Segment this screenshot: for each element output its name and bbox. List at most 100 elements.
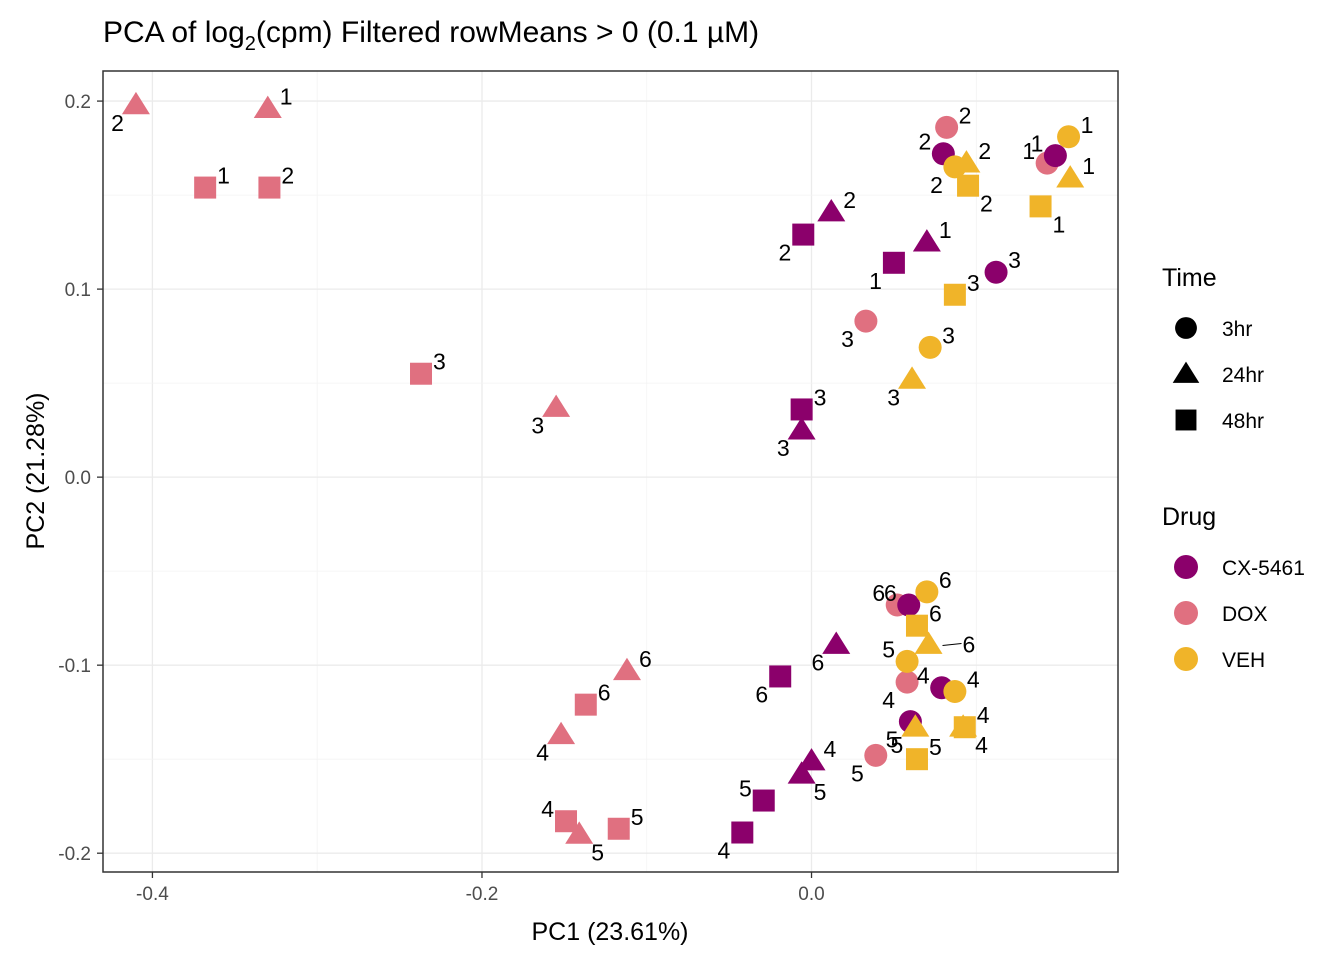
point-label: 5	[886, 727, 899, 753]
data-point	[1043, 144, 1067, 168]
legend-time-label: 48hr	[1222, 410, 1264, 433]
data-point	[787, 417, 816, 440]
point-label: 6	[639, 646, 652, 672]
x-tick-label: 0.0	[798, 884, 824, 905]
point-label: 5	[891, 732, 904, 758]
point-label: 4	[536, 740, 549, 766]
legend-time-key	[1175, 409, 1197, 431]
data-point	[905, 748, 928, 771]
point-label: 2	[980, 191, 993, 217]
point-label: 2	[930, 172, 943, 198]
legend-drug: Drug CX-5461 DOX VEH	[1162, 503, 1305, 672]
point-label: 4	[718, 838, 731, 864]
y-tick-label: -0.1	[58, 656, 91, 677]
point-label: 3	[887, 384, 900, 410]
data-point	[574, 693, 597, 716]
data-point	[817, 199, 846, 222]
point-label: 6	[811, 649, 824, 675]
x-tick-label: -0.4	[136, 884, 169, 905]
y-tick-label: -0.2	[58, 844, 91, 865]
legend-drug-key	[1174, 601, 1198, 625]
point-label: 1	[869, 268, 882, 294]
point-label: 5	[631, 804, 644, 830]
point-label: 1	[1082, 153, 1095, 179]
point-label: 1	[1031, 131, 1044, 157]
data-point	[547, 721, 576, 745]
data-point	[897, 593, 921, 617]
data-point	[901, 714, 930, 737]
data-point	[898, 366, 927, 389]
point-label: 4	[917, 663, 930, 689]
point-label: 5	[739, 776, 752, 802]
legend-time: Time 3hr 24hr 48hr	[1162, 264, 1264, 433]
point-label: 4	[824, 736, 837, 762]
data-point	[943, 679, 967, 703]
point-label: 3	[841, 326, 854, 352]
y-tick-label: 0.0	[65, 468, 91, 489]
point-label: 2	[978, 138, 991, 164]
point-label: 1	[1022, 138, 1035, 164]
point-label: 4	[975, 732, 988, 758]
legend-drug-key	[1174, 647, 1198, 671]
point-label: 1	[217, 163, 230, 189]
data-point	[984, 260, 1008, 284]
data-point	[612, 657, 641, 681]
point-label: 5	[591, 839, 604, 865]
point-label: 6	[963, 631, 976, 657]
point-label: 2	[843, 187, 856, 213]
point-label: 3	[531, 413, 544, 439]
legend-time-title: Time	[1162, 264, 1217, 292]
data-point	[1057, 125, 1081, 149]
x-tick-label: -0.2	[466, 884, 499, 905]
point-label: 6	[598, 680, 611, 706]
point-label: 2	[111, 110, 124, 136]
data-point	[787, 761, 816, 784]
data-point	[607, 817, 630, 840]
data-point	[914, 631, 943, 654]
point-label: 3	[942, 322, 955, 348]
data-point	[882, 251, 905, 274]
point-label: 1	[1053, 211, 1066, 237]
data-point	[957, 174, 980, 197]
data-point	[935, 115, 959, 139]
data-point	[769, 665, 792, 688]
data-point	[953, 716, 976, 739]
legend-time-label: 3hr	[1222, 318, 1252, 341]
axes: -0.4 -0.2 0.0 -0.2 -0.1 0.0 0.1 0.2	[58, 92, 824, 905]
data-point	[854, 309, 878, 333]
point-label: 6	[884, 580, 897, 606]
data-point	[792, 223, 815, 246]
y-tick-label: 0.2	[65, 92, 91, 113]
legend-drug-title: Drug	[1162, 503, 1216, 531]
data-point	[895, 649, 919, 673]
data-point	[1056, 165, 1085, 188]
point-label: 4	[882, 687, 895, 713]
point-label: 2	[778, 240, 791, 266]
data-point	[905, 614, 928, 637]
data-point	[915, 580, 939, 604]
point-label: 5	[929, 734, 942, 760]
point-label: 1	[280, 84, 293, 110]
data-point	[253, 95, 282, 118]
y-tick-label: 0.1	[65, 280, 91, 301]
chart-title: PCA of log2(cpm) Filtered rowMeans > 0 (…	[103, 16, 759, 55]
point-label: 2	[919, 129, 932, 155]
data-point	[797, 748, 826, 771]
grid	[103, 71, 1118, 872]
point-label: 3	[967, 270, 980, 296]
point-label: 4	[541, 796, 554, 822]
data-point	[258, 176, 281, 199]
data-points	[121, 91, 1085, 844]
x-axis-title: PC1 (23.61%)	[531, 918, 688, 946]
point-label: 5	[814, 779, 827, 805]
point-label: 5	[851, 760, 864, 786]
point-label: 2	[281, 163, 294, 189]
data-point	[542, 394, 571, 417]
data-point	[121, 91, 150, 115]
data-point	[912, 229, 941, 252]
data-point	[918, 335, 942, 359]
point-label: 3	[814, 384, 827, 410]
data-point	[864, 743, 888, 767]
